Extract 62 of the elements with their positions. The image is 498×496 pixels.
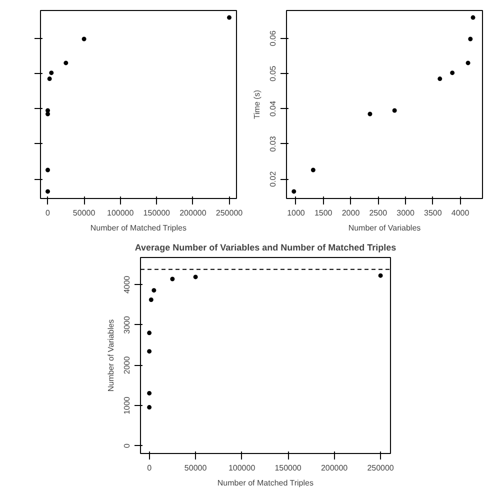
point	[466, 60, 470, 66]
point	[147, 349, 152, 354]
y-tick-label: 0.06	[268, 30, 278, 46]
y-tick-label: 3000	[122, 315, 132, 334]
x-tick-label: 100000	[228, 464, 256, 472]
x-tick-label: 1000	[287, 208, 306, 218]
x-tick-label: 3000	[396, 208, 415, 218]
x-tick-label: 250000	[216, 208, 244, 218]
point	[49, 70, 54, 76]
y-axis-title: Number of Variables	[106, 319, 116, 392]
x-tick-label: 100000	[107, 208, 134, 218]
point	[148, 297, 154, 302]
x-tick-label: 3500	[424, 208, 442, 218]
x-tick-label: 4000	[451, 208, 470, 218]
y-tick-label: 1000	[122, 396, 132, 414]
x-tick-label: 2500	[369, 208, 388, 218]
x-tick-label: 250000	[367, 464, 394, 472]
x-tick-label: 50000	[184, 464, 208, 472]
x-axis-title: Number of Matched Triples	[217, 478, 314, 488]
x-axis-title: Number of Variables	[348, 224, 421, 232]
point	[378, 273, 383, 278]
point	[292, 189, 296, 194]
point	[46, 112, 50, 116]
x-tick-label: 0	[46, 208, 51, 218]
point	[468, 36, 473, 42]
chart-title: Average Number of Variables and Number of Matched Triples	[134, 242, 396, 252]
point	[46, 168, 50, 172]
x-tick-label: 50000	[72, 208, 96, 218]
y-tick-label: 0.02	[268, 170, 278, 187]
point	[310, 168, 316, 172]
y-tick-label: 4000	[122, 275, 132, 294]
x-axis-title: Number of Matched Triples	[90, 224, 186, 232]
point	[152, 288, 156, 293]
x-tick-label: 150000	[143, 208, 171, 218]
point	[46, 189, 50, 194]
point	[170, 276, 175, 282]
point	[193, 274, 198, 280]
point	[46, 108, 50, 113]
point	[147, 390, 152, 396]
x-tick-label: 200000	[180, 208, 207, 218]
point	[392, 108, 397, 113]
y-tick-label: 2000	[122, 356, 132, 374]
x-tick-label: 2000	[342, 208, 360, 218]
y-tick-label: 0.04	[268, 100, 278, 117]
y-axis-title: Time (s)	[252, 90, 262, 120]
point	[64, 60, 68, 66]
point	[82, 36, 86, 42]
point	[470, 15, 476, 20]
point	[147, 405, 152, 410]
point	[147, 330, 152, 336]
y-tick-label: 0.03	[268, 136, 278, 152]
point	[368, 112, 372, 116]
point	[47, 76, 52, 82]
point	[438, 76, 442, 82]
x-tick-label: 200000	[320, 464, 348, 472]
y-tick-label: 0.05	[268, 65, 278, 82]
y-tick-label: 0	[122, 443, 132, 448]
x-tick-label: 150000	[274, 464, 302, 472]
x-tick-label: 0	[147, 464, 152, 472]
point	[226, 15, 232, 20]
x-tick-label: 1500	[314, 208, 333, 218]
point	[450, 70, 455, 76]
